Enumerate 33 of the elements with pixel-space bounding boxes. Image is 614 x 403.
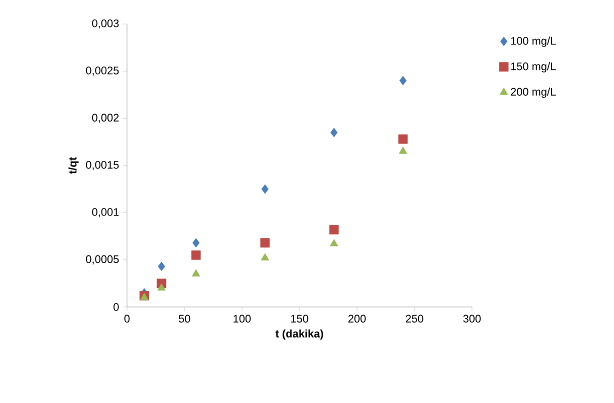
y-tick-label: 0 <box>114 303 119 311</box>
point <box>398 134 408 144</box>
x-tick-label: 100 <box>234 314 251 323</box>
point <box>399 76 407 86</box>
point <box>330 239 338 246</box>
x-tick-label: 250 <box>406 314 424 323</box>
point <box>260 253 270 260</box>
legend-label: 100 mg/L <box>511 36 556 47</box>
point <box>157 283 166 291</box>
point <box>158 262 166 272</box>
y-axis-title: t/qt <box>68 157 79 174</box>
point <box>261 184 269 194</box>
point <box>260 238 270 248</box>
point <box>330 128 338 138</box>
y-tick-label: 0,0015 <box>86 160 119 170</box>
y-tick-label: 0,003 <box>92 19 119 29</box>
x-axis-title: t (dakika) <box>275 329 324 340</box>
x-tick-label: 0 <box>124 314 130 323</box>
y-tick-label: 0,0025 <box>86 66 119 76</box>
y-tick-label: 0,002 <box>92 114 119 123</box>
point <box>192 238 200 248</box>
point <box>398 146 408 154</box>
x-tick-label: 50 <box>178 314 190 323</box>
y-tick-label: 0,0005 <box>86 255 119 264</box>
x-tick-label: 300 <box>463 314 481 323</box>
legend-label: 150 mg/L <box>511 62 556 72</box>
point <box>329 224 339 234</box>
x-tick-label: 150 <box>291 314 308 323</box>
x-tick-label: 200 <box>348 314 366 323</box>
y-tick-label: 0,001 <box>92 208 119 218</box>
point <box>191 250 201 260</box>
legend-label: 200 mg/L <box>510 88 556 98</box>
point <box>192 269 200 276</box>
